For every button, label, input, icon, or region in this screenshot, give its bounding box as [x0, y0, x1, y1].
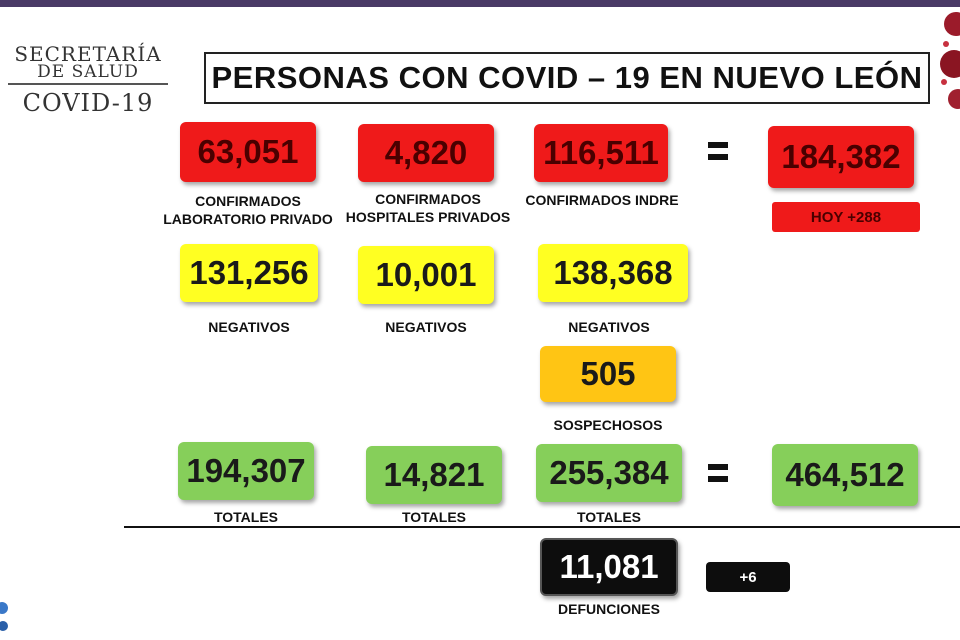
- logo-line-3: COVID-19: [22, 89, 154, 117]
- confirmed-total-value: 184,382: [768, 126, 914, 188]
- confirmed-private-hospitals-label: CONFIRMADOS HOSPITALES PRIVADOS: [340, 190, 516, 226]
- page-title: PERSONAS CON COVID – 19 EN NUEVO LEÓN: [204, 52, 930, 104]
- equals-sign-icon: [708, 142, 728, 166]
- logo-line-2: DE SALUD: [37, 62, 139, 82]
- logo-line-1: SECRETARÍA: [14, 42, 162, 66]
- label-line: CONFIRMADOS: [195, 193, 301, 209]
- confirmed-private-lab-value: 63,051: [180, 122, 316, 182]
- totals-private-lab-value: 194,307: [178, 442, 314, 500]
- totals-indre-label: TOTALES: [576, 509, 642, 525]
- negatives-private-lab-value: 131,256: [180, 244, 318, 302]
- negatives-indre-label: NEGATIVOS: [568, 319, 650, 335]
- totals-private-hospitals-value: 14,821: [366, 446, 502, 504]
- section-divider: [124, 526, 960, 528]
- deaths-today-badge: +6: [706, 562, 790, 592]
- negatives-private-hospitals-value: 10,001: [358, 246, 494, 304]
- virus-decoration-blue-icon: [0, 602, 8, 631]
- deaths-value: 11,081: [540, 538, 678, 596]
- confirmed-today-badge: HOY +288: [772, 202, 920, 232]
- label-line: HOSPITALES PRIVADOS: [345, 209, 511, 225]
- confirmed-indre-label: CONFIRMADOS INDRE: [525, 192, 679, 208]
- totals-indre-value: 255,384: [536, 444, 682, 502]
- virus-decoration-icon: [940, 12, 960, 109]
- totals-private-lab-label: TOTALES: [213, 509, 279, 525]
- suspects-value: 505: [540, 346, 676, 402]
- top-border: [0, 0, 960, 7]
- negatives-indre-value: 138,368: [538, 244, 688, 302]
- grand-total-value: 464,512: [772, 444, 918, 506]
- totals-private-hospitals-label: TOTALES: [401, 509, 467, 525]
- secretaria-de-salud-logo: SECRETARÍA DE SALUD COVID-19: [8, 44, 168, 116]
- confirmed-private-hospitals-value: 4,820: [358, 124, 494, 182]
- confirmed-private-lab-label: CONFIRMADOS LABORATORIO PRIVADO: [156, 192, 340, 228]
- deaths-label: DEFUNCIONES: [558, 601, 660, 617]
- equals-sign-icon: [708, 464, 728, 488]
- label-line: CONFIRMADOS: [375, 191, 481, 207]
- negatives-private-lab-label: NEGATIVOS: [208, 319, 290, 335]
- confirmed-indre-value: 116,511: [534, 124, 668, 182]
- logo-rule: [8, 83, 168, 85]
- negatives-private-hospitals-label: NEGATIVOS: [385, 319, 467, 335]
- suspects-label: SOSPECHOSOS: [553, 417, 663, 433]
- label-line: LABORATORIO PRIVADO: [163, 211, 333, 227]
